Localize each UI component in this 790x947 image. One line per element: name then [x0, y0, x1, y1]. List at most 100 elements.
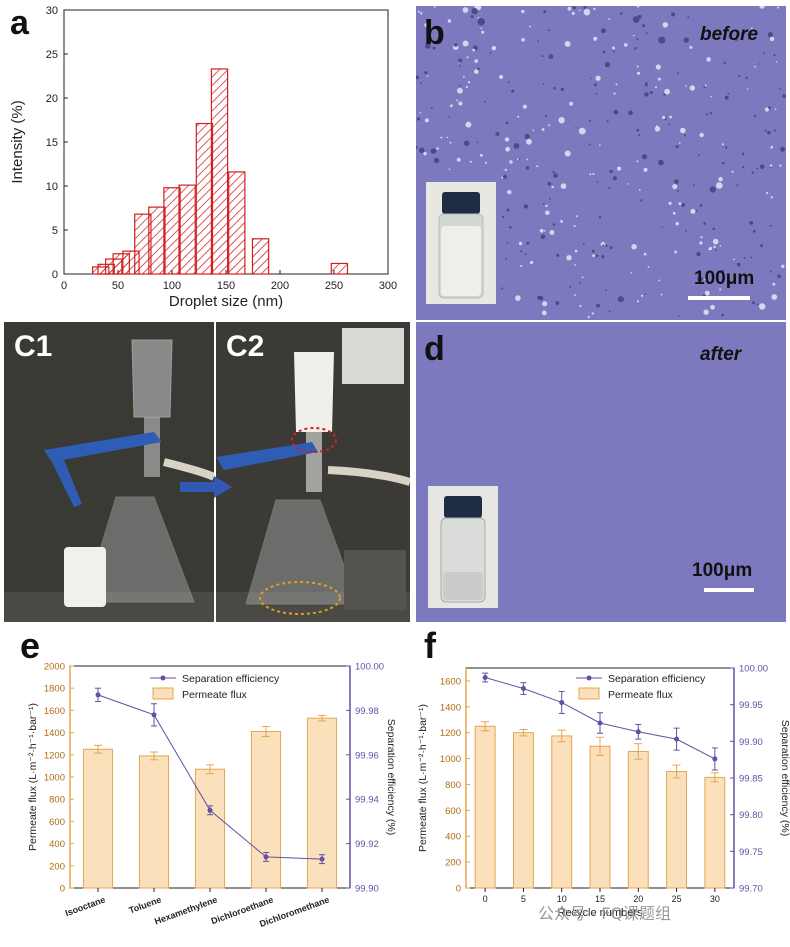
droplet-dot [769, 164, 773, 167]
histogram-bar [251, 238, 270, 275]
droplet-dot [589, 77, 592, 80]
droplet-dot [748, 37, 751, 40]
droplet-dot [448, 115, 450, 118]
droplet-dot [756, 167, 759, 170]
after-label: after [700, 344, 742, 365]
droplet-dot [506, 208, 510, 212]
droplet-dot [738, 75, 741, 78]
droplet-dot [576, 215, 578, 218]
droplet-dot [638, 189, 641, 191]
droplet-dot [588, 143, 591, 146]
droplet-dot [560, 87, 565, 92]
droplet-dot [548, 54, 554, 59]
droplet-dot [517, 115, 520, 118]
histogram-bar [228, 171, 246, 275]
droplet-dot [433, 157, 440, 164]
droplet-dot [553, 173, 558, 178]
watermark: 公众号 · FQ课题组 [538, 904, 672, 923]
droplet-dot [449, 141, 452, 144]
droplet-dot [764, 107, 769, 112]
efficiency-point [597, 720, 603, 726]
droplet-dot [547, 181, 552, 186]
droplet-dot [685, 230, 688, 232]
y-tick-label: 20 [46, 93, 58, 105]
droplet-dot [779, 88, 781, 90]
vial-inset-after [428, 486, 498, 608]
droplet-dot [712, 227, 715, 231]
efficiency-point [559, 699, 565, 705]
x-tick-label: 15 [595, 894, 605, 904]
droplet-dot [481, 30, 485, 34]
droplet-dot [660, 162, 663, 164]
droplet-dot [595, 92, 598, 95]
flux-bar [138, 755, 170, 889]
x-axis-label: Droplet size (nm) [169, 293, 283, 310]
droplet-dot [734, 38, 738, 42]
histogram-bar [210, 68, 229, 275]
droplet-dot [556, 253, 560, 257]
droplet-dot [587, 315, 590, 319]
droplet-dot [725, 30, 727, 33]
droplet-dot [507, 189, 512, 195]
droplet-dot [647, 266, 650, 268]
droplet-dot [750, 256, 753, 259]
droplet-dot [462, 40, 469, 47]
droplet-dot [574, 249, 578, 253]
x-tick-label: 30 [710, 894, 720, 904]
chart-a-histogram: 0 50 100 150 200 250 300 0 5 10 15 20 25 30 Droplet si… [9, 5, 397, 310]
droplet-dot [595, 254, 599, 258]
droplet-dot [548, 124, 551, 127]
droplet-dot [703, 222, 706, 225]
droplet-dot [722, 162, 725, 165]
droplet-dot [704, 278, 707, 281]
droplet-dot [680, 127, 686, 134]
droplet-dot [589, 119, 591, 122]
droplet-dot [426, 75, 429, 77]
y-tick-label: 5 [52, 225, 58, 237]
droplet-dot [724, 95, 729, 100]
droplet-dot [417, 117, 421, 121]
droplet-dot [465, 86, 468, 89]
y-tick-label: 1200 [44, 750, 65, 761]
y2-tick-label: 99.98 [355, 706, 379, 717]
droplet-dot [416, 75, 420, 80]
droplet-dot [608, 310, 611, 313]
droplet-dot [524, 133, 530, 139]
droplet-dot [683, 37, 689, 43]
droplet-dot [536, 40, 539, 43]
droplet-dot [636, 71, 641, 75]
y-tick-label: 2000 [44, 662, 65, 673]
droplet-dot [704, 290, 710, 296]
x-tick-label: Hexamethylene [153, 894, 218, 926]
flux-bar [704, 776, 726, 889]
droplet-dot [637, 14, 642, 19]
droplet-dot [678, 202, 682, 206]
droplet-dot [423, 151, 427, 156]
droplet-dot [472, 48, 476, 52]
droplet-dot [553, 87, 556, 90]
x-tick-label: 250 [325, 280, 343, 292]
y-tick-label: 200 [49, 861, 65, 872]
histogram-bar [178, 184, 196, 275]
droplet-dot [545, 210, 550, 215]
efficiency-point [207, 807, 213, 813]
droplet-dot [668, 123, 671, 126]
droplet-dot [578, 9, 581, 12]
y-tick-label: 600 [49, 817, 65, 828]
legend-label: Separation efficiency [182, 673, 280, 685]
x-tick-label: 0 [483, 894, 488, 904]
droplet-dot [446, 136, 449, 139]
y2-tick-label: 99.70 [739, 884, 763, 895]
droplet-dot [769, 224, 772, 227]
droplet-dot [731, 170, 734, 173]
droplet-dot [526, 241, 530, 245]
y2-tick-label: 99.94 [355, 795, 379, 806]
droplet-dot [612, 46, 615, 50]
scalebar-label-before: 100μm [694, 268, 755, 289]
y-tick-label: 1600 [44, 706, 65, 717]
droplet-dot [640, 199, 643, 202]
droplet-dot [529, 25, 531, 28]
droplet-dot [605, 244, 608, 247]
panel-label-a: a [10, 4, 29, 42]
droplet-dot [567, 6, 572, 11]
